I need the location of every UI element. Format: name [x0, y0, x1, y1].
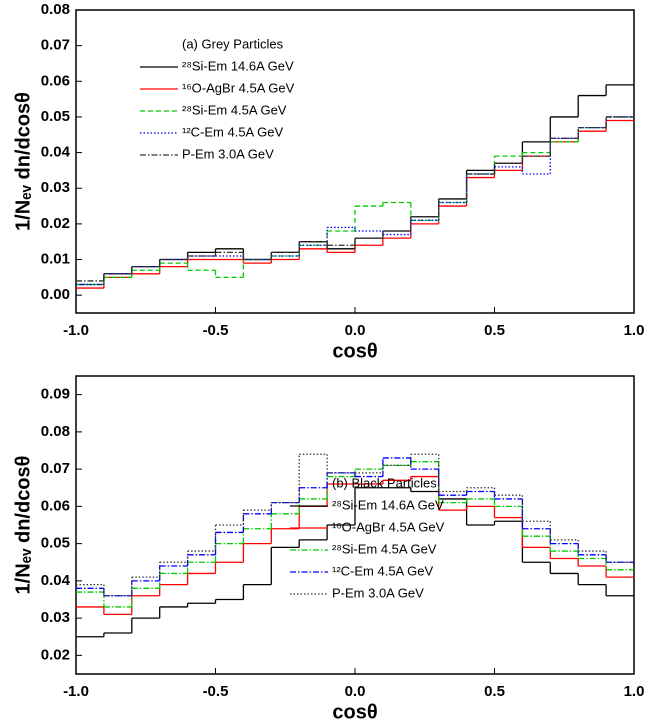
- y-axis-label: 1/Nₑᵥ dn/dcosθ: [12, 456, 34, 595]
- y-tick-label: 0.01: [41, 250, 70, 267]
- legend-label: ²⁸Si-Em 4.5A GeV: [182, 102, 287, 117]
- legend-label: P-Em 3.0A GeV: [332, 585, 424, 600]
- legend-label: P-Em 3.0A GeV: [182, 146, 274, 161]
- y-tick-label: 0.04: [41, 572, 71, 589]
- y-tick-label: 0.04: [41, 144, 71, 161]
- x-tick-label: 0.5: [484, 322, 505, 339]
- y-tick-label: 0.05: [41, 108, 70, 125]
- y-tick-label: 0.06: [41, 72, 70, 89]
- y-tick-label: 0.06: [41, 497, 70, 514]
- x-axis-label: cosθ: [332, 340, 377, 362]
- x-tick-label: 0.5: [484, 683, 505, 700]
- legend-label: ²⁸Si-Em 14.6A GeV: [332, 497, 444, 512]
- y-tick-label: 0.09: [41, 386, 70, 403]
- x-tick-label: 1.0: [624, 322, 645, 339]
- y-axis-label: 1/Nₑᵥ dn/dcosθ: [12, 92, 34, 231]
- y-tick-label: 0.07: [41, 460, 70, 477]
- y-tick-label: 0.08: [41, 423, 70, 440]
- y-tick-label: 0.02: [41, 646, 70, 663]
- legend-label: ¹²C-Em 4.5A GeV: [182, 124, 283, 139]
- legend-label: ²⁸Si-Em 14.6A GeV: [182, 58, 294, 73]
- x-tick-label: -0.5: [203, 683, 229, 700]
- y-tick-label: 0.08: [41, 1, 70, 18]
- x-axis-label: cosθ: [332, 701, 377, 722]
- x-tick-label: 0.0: [345, 322, 366, 339]
- y-tick-label: 0.02: [41, 215, 70, 232]
- x-tick-label: -1.0: [63, 322, 89, 339]
- legend-label: ¹⁶O-AgBr 4.5A GeV: [332, 519, 445, 534]
- y-tick-label: 0.03: [41, 609, 70, 626]
- y-tick-label: 0.03: [41, 179, 70, 196]
- y-tick-label: 0.00: [41, 286, 70, 303]
- legend-label: ¹²C-Em 4.5A GeV: [332, 563, 433, 578]
- x-tick-label: 1.0: [624, 683, 645, 700]
- x-tick-label: -1.0: [63, 683, 89, 700]
- legend-label: ²⁸Si-Em 4.5A GeV: [332, 541, 437, 556]
- x-tick-label: 0.0: [345, 683, 366, 700]
- legend-title: (b) Black Particles: [332, 475, 437, 490]
- y-tick-label: 0.05: [41, 535, 70, 552]
- x-tick-label: -0.5: [203, 322, 229, 339]
- legend-title: (a) Grey Particles: [182, 36, 284, 51]
- legend-label: ¹⁶O-AgBr 4.5A GeV: [182, 80, 295, 95]
- y-tick-label: 0.07: [41, 37, 70, 54]
